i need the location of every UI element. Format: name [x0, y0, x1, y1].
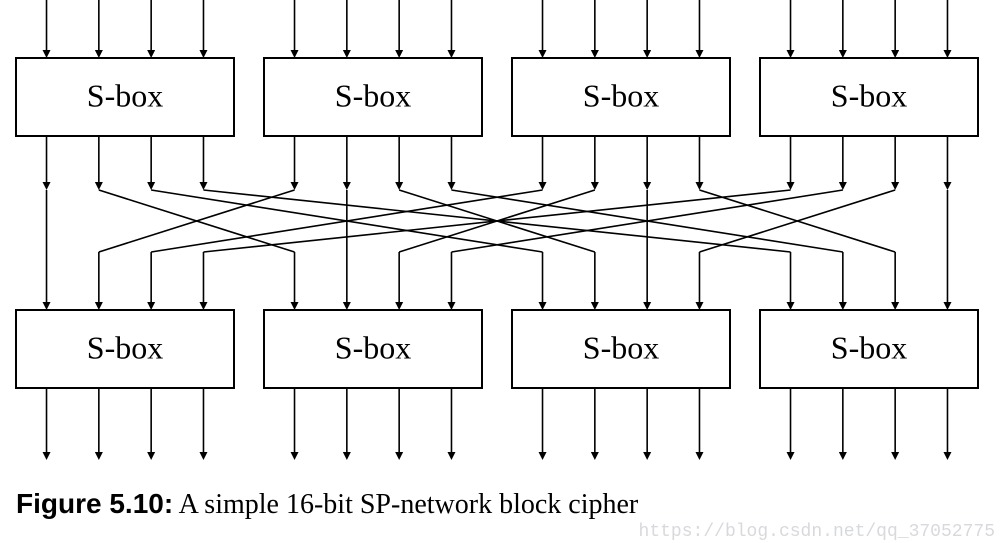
watermark-text: https://blog.csdn.net/qq_37052775	[639, 522, 995, 542]
sbox-bottom-label-0: S-box	[87, 329, 163, 365]
sbox-top-label-1: S-box	[335, 77, 411, 113]
sp-network-diagram: S-box S-box S-box S-box S-box S-box S-box S-box…	[0, 0, 1001, 543]
figure-caption: Figure 5.10: A simple 16-bit SP-network …	[16, 488, 639, 520]
figure-caption-bold: Figure 5.10:	[16, 488, 173, 519]
sbox-top-label-2: S-box	[583, 77, 659, 113]
figure-caption-rest: A simple 16-bit SP-network block cipher	[173, 489, 639, 520]
sbox-top-label-3: S-box	[831, 77, 907, 113]
sbox-top-label-0: S-box	[87, 77, 163, 113]
sbox-bottom-label-1: S-box	[335, 329, 411, 365]
sbox-bottom-label-2: S-box	[583, 329, 659, 365]
sbox-bottom-label-3: S-box	[831, 329, 907, 365]
